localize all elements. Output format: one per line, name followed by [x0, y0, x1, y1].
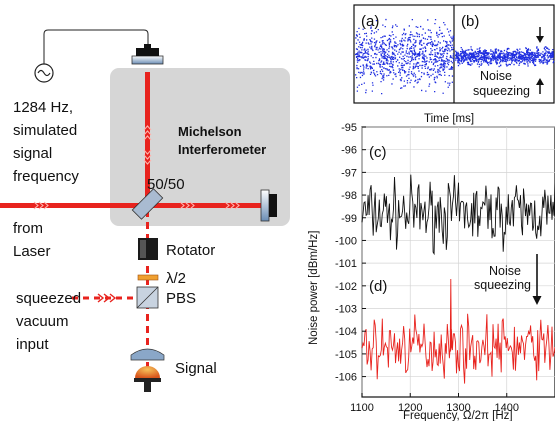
y-tick-label: -100 — [335, 235, 357, 247]
y-axis-label: Noise power [dBm/Hz] — [308, 231, 320, 345]
panel-tag-b: (b) — [461, 13, 479, 30]
chart-grid — [361, 126, 555, 397]
squeezed-input-arrow-icon — [97, 293, 117, 303]
x-tick-label: 1200 — [398, 402, 422, 414]
interferometer-label-1: Michelson — [178, 124, 242, 139]
signal-generator-icon — [34, 63, 54, 83]
squeezed-label-2: vacuum — [16, 313, 69, 330]
svg-text:Noise squeezing: Noise squeezing — [474, 264, 531, 292]
panel-tag-a: (a) — [361, 13, 379, 30]
panel-tag-c: (c) — [369, 144, 387, 161]
y-tick-label: -99 — [341, 213, 357, 225]
pbs-label: PBS — [166, 290, 196, 307]
x-tick-label: 1100 — [350, 402, 374, 414]
interferometer-box — [110, 68, 290, 226]
chart-down-arrow-icon — [532, 254, 542, 305]
y-tick-label: -103 — [335, 304, 357, 316]
laser-label-2: Laser — [13, 243, 51, 260]
time-domain-panel: (a) (b) Noise squeezing Time [ms] — [353, 4, 555, 125]
time-axis-label: Time [ms] — [424, 113, 474, 125]
chart-annotation-2: squeezing — [474, 278, 531, 292]
signal-detector-icon — [130, 348, 165, 392]
x-tick-label: 1400 — [495, 402, 519, 414]
right-mirror — [260, 189, 277, 222]
svg-text:Noise squeezing: Noise squeezing — [473, 69, 530, 98]
half-wave-plate — [137, 274, 159, 281]
y-tick-label: -97 — [341, 167, 357, 179]
y-tick-label: -104 — [335, 326, 357, 338]
squeezed-label-3: input — [16, 336, 49, 353]
top-up-arrow-icon — [536, 78, 544, 94]
unsqueezed-time-trace — [355, 18, 455, 95]
beamsplitter-label: 50/50 — [147, 176, 185, 193]
y-tick-label: -101 — [335, 258, 357, 270]
pbs-cube — [136, 286, 159, 309]
half-wave-label: λ/2 — [166, 270, 186, 287]
signal-cable — [43, 29, 149, 64]
top-annotation-1: Noise — [480, 69, 512, 83]
top-down-arrow-icon — [536, 27, 544, 43]
signal-note-line-1: 1284 Hz, — [13, 99, 73, 116]
optical-setup: 1284 Hz, simulated signal frequency Mich… — [0, 29, 290, 392]
chart-ticks: 1100 1200 1300 1400 -95 -96 -97 -98 -99 -100 -101 -… — [335, 122, 519, 414]
signal-note-line-4: frequency — [13, 168, 79, 185]
chart-series — [361, 174, 555, 384]
x-tick-label: 1300 — [446, 402, 470, 414]
signal-note-line-2: simulated — [13, 122, 77, 139]
squeezed-label-1: squeezed — [16, 290, 81, 307]
svg-text:Michelson Interferometer: Michelson Interferometer — [178, 124, 266, 157]
laser-label-1: from — [13, 220, 43, 237]
chart-annotation-1: Noise — [489, 264, 521, 278]
y-tick-label: -96 — [341, 145, 357, 157]
svg-text:from Laser: from Laser — [13, 220, 51, 260]
beam-direction-arrows — [33, 125, 240, 210]
y-tick-label: -98 — [341, 190, 357, 202]
spectrum-chart: 1100 1200 1300 1400 -95 -96 -97 -98 -99 -100 -101 -… — [308, 122, 555, 421]
panel-tag-d: (d) — [369, 278, 387, 295]
y-tick-label: -106 — [335, 372, 357, 384]
beamsplitter — [131, 188, 164, 220]
squeezed-noise-line — [361, 278, 555, 384]
unsqueezed-noise-line — [361, 174, 555, 256]
squeezed-time-trace — [455, 46, 555, 68]
y-tick-label: -95 — [341, 122, 357, 134]
y-tick-label: -105 — [335, 349, 357, 361]
x-axis-label: Frequency, Ω/2π [Hz] — [403, 410, 513, 421]
top-annotation-2: squeezing — [473, 84, 530, 98]
y-tick-label: -102 — [335, 281, 357, 293]
signal-label: Signal — [175, 360, 217, 377]
top-mirror — [131, 44, 164, 65]
rotator-label: Rotator — [166, 242, 215, 259]
svg-text:1284 Hz, simulated: 1284 Hz, simulated signal frequency — [13, 99, 81, 185]
svg-text:squeezed vacuum in: squeezed vacuum input — [16, 290, 85, 353]
interferometer-label-2: Interferometer — [178, 142, 266, 157]
signal-note-line-3: signal — [13, 145, 52, 162]
time-traces — [355, 18, 555, 95]
